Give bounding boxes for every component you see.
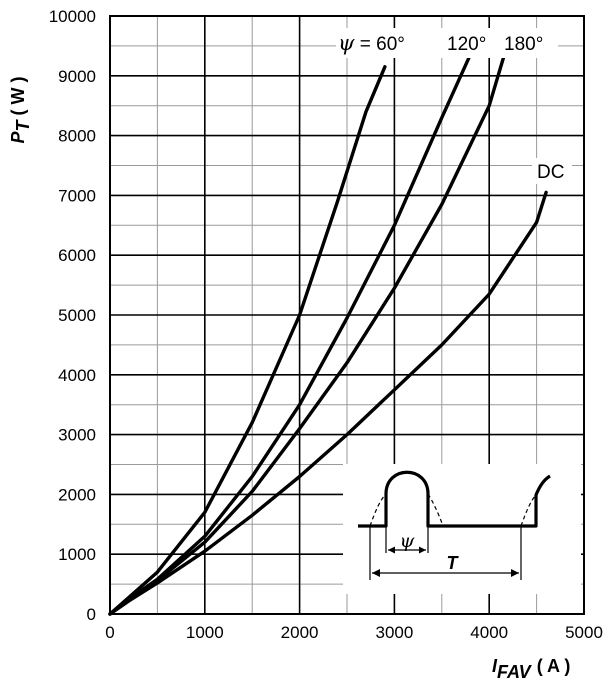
x-tick-label: 1000 (186, 623, 224, 642)
waveform-dash-rise-2 (520, 494, 537, 527)
inset-psi-label: ψ (400, 530, 416, 552)
series-line-60 (108, 65, 387, 616)
waveform-line (358, 470, 551, 528)
label-dc: DC (537, 162, 564, 183)
dc-label-background (532, 158, 572, 184)
y-tick-label: 6000 (58, 246, 96, 265)
waveform-inset: ψ T (343, 464, 581, 594)
plot-frame (109, 15, 585, 615)
waveform-dash-rise (369, 493, 387, 527)
y-tick-label: 5000 (58, 306, 96, 325)
curve-label-background (336, 28, 558, 58)
x-tick-label: 2000 (281, 623, 319, 642)
y-axis-label: PT( W ) (8, 76, 33, 143)
y-tick-label: 9000 (58, 67, 96, 86)
series-line-dc (108, 190, 548, 616)
y-tick-label: 2000 (58, 485, 96, 504)
svg-text:IFAV( A ): IFAV( A ) (492, 656, 570, 682)
x-tick-label: 0 (105, 623, 114, 642)
x-tick-label: 5000 (565, 623, 603, 642)
x-tick-label: 3000 (375, 623, 413, 642)
y-tick-labels: 0 1000 2000 3000 4000 5000 6000 7000 8000 9000 100… (49, 7, 96, 624)
y-tick-label: 3000 (58, 426, 96, 445)
y-tick-label: 7000 (58, 186, 96, 205)
y-tick-label: 0 (87, 605, 96, 624)
y-tick-label: 1000 (58, 545, 96, 564)
y-tick-label: 10000 (49, 7, 96, 26)
waveform-dash-fall (427, 493, 444, 527)
label-120: 120° (447, 34, 486, 55)
svg-text:PT( W ): PT( W ) (8, 76, 33, 143)
label-60: ψ = 60° (338, 31, 405, 55)
inset-period-label: T (447, 553, 460, 573)
x-tick-labels: 0 1000 2000 3000 4000 5000 (105, 623, 603, 642)
y-tick-label: 4000 (58, 366, 96, 385)
series-lines (108, 53, 548, 616)
x-axis-label: IFAV( A ) (492, 656, 570, 682)
x-tick-label: 4000 (470, 623, 508, 642)
y-tick-label: 8000 (58, 127, 96, 146)
label-180: 180° (504, 34, 543, 55)
